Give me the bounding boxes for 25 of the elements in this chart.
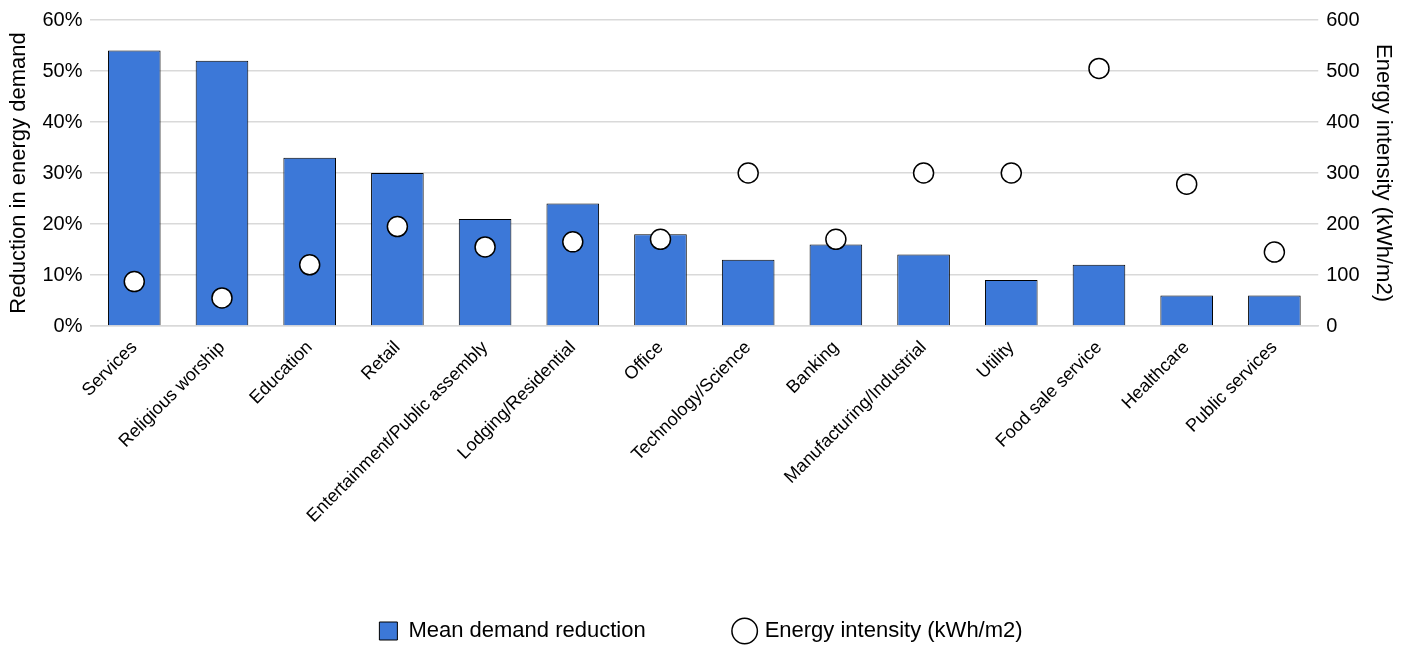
y-tick-label: 10% <box>42 262 83 285</box>
y2-tick-label: 0 <box>1326 313 1338 336</box>
y-axis-title: Reduction in energy demand <box>5 32 31 314</box>
point <box>386 215 409 238</box>
point <box>562 231 584 253</box>
y-tick-label: 50% <box>42 58 83 81</box>
y2-tick-label: 400 <box>1326 109 1360 132</box>
y2-axis-title: Energy intensity (kWh/m2) <box>1371 44 1397 302</box>
y2-tick-label: 600 <box>1326 7 1360 30</box>
y-tick-label: 40% <box>42 109 83 132</box>
y2-tick-label: 500 <box>1326 58 1360 81</box>
point <box>474 236 496 258</box>
legend-label: Mean demand reduction <box>408 617 646 643</box>
point <box>211 287 233 309</box>
y2-tick-label: 100 <box>1326 262 1360 285</box>
y-tick-label: 30% <box>42 160 83 183</box>
point <box>123 270 146 293</box>
y-tick-label: 60% <box>42 7 83 30</box>
y-tick-label: 20% <box>42 211 83 234</box>
y2-tick-label: 300 <box>1326 160 1360 183</box>
y2-tick-label: 200 <box>1326 211 1360 234</box>
point <box>298 254 321 276</box>
y-tick-label: 0% <box>53 313 83 336</box>
point <box>649 228 672 251</box>
legend-label: Energy intensity (kWh/m2) <box>764 617 1023 643</box>
